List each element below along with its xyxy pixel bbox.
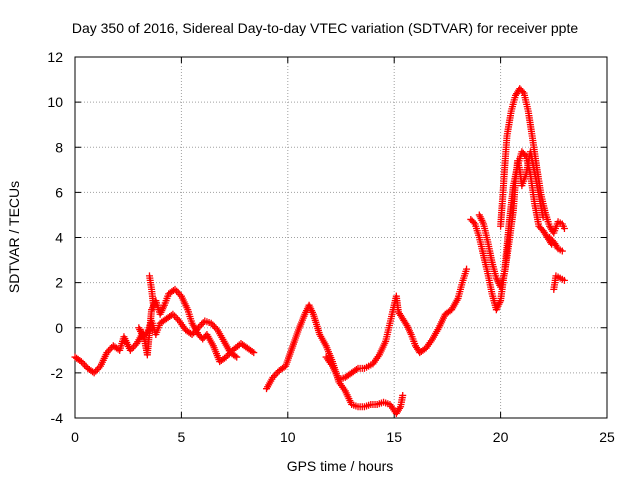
data-point-marker — [519, 88, 527, 96]
y-tick-label: 0 — [55, 320, 63, 336]
y-tick-label: 4 — [55, 230, 63, 246]
series-trace-8 — [497, 85, 568, 237]
series-trace-5 — [322, 265, 471, 384]
data-point-marker — [150, 303, 158, 311]
data-point-marker — [173, 287, 181, 295]
data-point-marker — [463, 265, 471, 273]
x-tick-label: 10 — [280, 429, 296, 445]
y-tick-label: 8 — [55, 139, 63, 155]
series-trace-10 — [550, 272, 568, 293]
data-point-marker — [210, 323, 218, 331]
data-point-marker — [470, 218, 478, 226]
data-point-marker — [352, 365, 360, 373]
y-tick-label: -2 — [51, 365, 64, 381]
data-point-marker — [233, 353, 241, 361]
data-point-marker — [521, 151, 529, 159]
data-point-marker — [558, 247, 566, 255]
y-tick-label: 6 — [55, 184, 63, 200]
data-point-marker — [231, 352, 239, 360]
series-trace-9 — [546, 234, 566, 255]
data-point-marker — [248, 347, 256, 355]
data-point-marker — [250, 349, 258, 357]
data-point-marker — [92, 367, 100, 375]
data-point-marker — [81, 361, 89, 369]
x-axis-label: GPS time / hours — [287, 458, 394, 474]
data-point-marker — [560, 276, 568, 284]
x-tick-label: 25 — [599, 429, 615, 445]
data-point-marker — [142, 330, 150, 338]
y-tick-label: -4 — [51, 410, 64, 426]
y-tick-label: 2 — [55, 275, 63, 291]
series-trace-1 — [71, 285, 258, 377]
data-points — [71, 85, 568, 417]
data-point-marker — [399, 391, 407, 399]
series-trace-4 — [263, 301, 407, 417]
axis-ticks: 0 5 10 15 20 25 -4 -2 0 2 4 6 8 10 12 — [47, 49, 615, 445]
x-tick-label: 20 — [493, 429, 509, 445]
data-point-marker — [560, 224, 568, 232]
series-trace-7 — [475, 148, 547, 291]
series-trace-3 — [145, 272, 158, 311]
x-tick-label: 5 — [178, 429, 186, 445]
x-tick-label: 0 — [71, 429, 79, 445]
data-point-marker — [170, 312, 178, 320]
y-axis-label: SDTVAR / TECUs — [6, 181, 22, 293]
chart-title: Day 350 of 2016, Sidereal Day-to-day VTE… — [72, 20, 579, 36]
x-tick-label: 15 — [386, 429, 402, 445]
y-tick-label: 10 — [47, 94, 63, 110]
series-trace-2 — [135, 310, 241, 361]
y-tick-label: 12 — [47, 49, 63, 65]
data-point-marker — [272, 370, 280, 378]
